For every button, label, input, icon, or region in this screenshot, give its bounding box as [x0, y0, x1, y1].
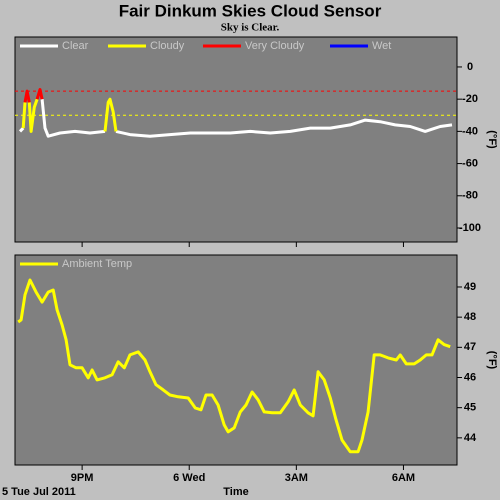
legend-label: Clear [62, 40, 89, 52]
data-line [18, 99, 453, 138]
y-axis-label: (°F) [486, 351, 498, 370]
x-axis-label: Time [223, 486, 248, 498]
y-tick-label: 0 [467, 61, 473, 73]
y-tick-label: -40 [462, 125, 478, 137]
y-tick-label: 46 [464, 371, 476, 383]
legend-label: Ambient Temp [62, 258, 132, 270]
y-tick-label: 49 [464, 281, 476, 293]
x-tick-label: 6 Wed [173, 472, 205, 484]
y-tick-label: 44 [464, 432, 477, 444]
legend-label: Cloudy [150, 40, 185, 52]
y-tick-label: -20 [462, 93, 478, 105]
plot-area [14, 36, 458, 243]
data-line [21, 97, 118, 133]
plot-area [14, 254, 458, 466]
data-line [23, 88, 44, 103]
x-tick-label: 9PM [71, 472, 94, 484]
y-tick-label: 47 [464, 341, 476, 353]
x-tick-label: 6AM [392, 472, 415, 484]
legend-label: Wet [372, 40, 391, 52]
chart-subtitle: Sky is Clear. [221, 22, 280, 34]
y-tick-label: -100 [459, 222, 481, 234]
y-tick-label: 45 [464, 402, 476, 414]
y-tick-label: 48 [464, 311, 476, 323]
x-tick-label: 3AM [285, 472, 308, 484]
chart-title: Fair Dinkum Skies Cloud Sensor [119, 1, 382, 20]
y-tick-label: -80 [462, 190, 478, 202]
y-tick-label: -60 [462, 157, 478, 169]
date-label: 5 Tue Jul 2011 [2, 486, 76, 498]
y-axis-label: (°F) [486, 130, 498, 149]
legend-label: Very Cloudy [245, 40, 305, 52]
data-line [17, 278, 451, 454]
